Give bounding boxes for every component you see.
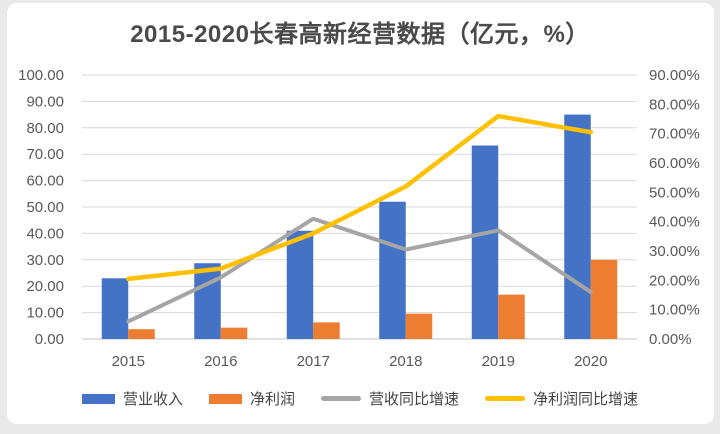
revenue-bar — [379, 201, 406, 339]
x-axis-tick-label: 2017 — [297, 353, 330, 370]
legend-label-revenue-growth: 营收同比增速 — [369, 391, 460, 408]
revenue-bar — [471, 145, 499, 339]
left-axis-tick-label: 100.00 — [18, 67, 64, 84]
left-axis-tick-label: 70.00 — [26, 146, 64, 163]
left-axis-tick-label: 50.00 — [26, 199, 64, 216]
right-axis-tick-label: 20.00% — [649, 272, 700, 289]
left-axis-tick-label: 30.00 — [26, 252, 64, 269]
net-profit-bar — [405, 313, 433, 339]
left-axis-tick-label: 10.00 — [26, 305, 64, 322]
legend-item-revenue-growth: 营收同比增速 — [321, 388, 459, 409]
revenue-growth-line — [126, 216, 593, 324]
x-axis-tick-label: 2018 — [389, 353, 422, 370]
revenue-bar — [564, 114, 591, 339]
legend-label-revenue: 营业收入 — [122, 391, 183, 408]
chart-legend: 营业收入 净利润 营收同比增速 净利润同比增速 — [0, 388, 720, 409]
right-axis-tick-label: 30.00% — [649, 243, 700, 260]
net-profit-bar-swatch-icon — [208, 393, 242, 404]
left-axis-tick-label: 80.00 — [26, 120, 64, 137]
left-axis-tick-label: 60.00 — [26, 173, 64, 190]
net-profit-bar — [220, 327, 248, 339]
revenue-bar-swatch-icon — [81, 393, 115, 404]
left-axis-tick-label: 0.00 — [35, 331, 64, 348]
revenue-growth-line-swatch-icon — [321, 396, 361, 401]
right-axis-tick-label: 50.00% — [649, 184, 700, 201]
right-axis-tick-label: 70.00% — [649, 126, 700, 143]
net-profit-bar — [128, 329, 155, 339]
left-axis-tick-label: 20.00 — [26, 278, 64, 295]
revenue-bar — [194, 263, 221, 339]
net-profit-bar — [313, 322, 340, 339]
right-axis-tick-label: 10.00% — [649, 302, 700, 319]
legend-item-net-profit: 净利润 — [208, 388, 295, 409]
net-profit-bar — [590, 259, 618, 339]
x-axis-tick-label: 2016 — [204, 353, 237, 370]
right-axis-tick-label: 40.00% — [649, 214, 700, 231]
net-profit-growth-line-swatch-icon — [485, 396, 526, 401]
net-profit-bar — [498, 294, 525, 339]
x-axis-tick-label: 2015 — [112, 353, 145, 370]
left-axis-tick-label: 40.00 — [26, 225, 64, 242]
legend-label-net-profit-growth: 净利润同比增速 — [533, 391, 639, 408]
revenue-bar — [101, 278, 129, 339]
left-axis-tick-label: 90.00 — [26, 93, 64, 110]
right-axis-tick-label: 0.00% — [649, 331, 692, 348]
right-axis-tick-label: 60.00% — [649, 155, 700, 172]
net-profit-growth-line — [126, 113, 593, 282]
legend-item-net-profit-growth: 净利润同比增速 — [485, 388, 638, 409]
chart-card — [7, 3, 714, 424]
right-axis-tick-label: 80.00% — [649, 96, 700, 113]
x-axis-tick-label: 2020 — [574, 353, 607, 370]
revenue-bar — [286, 230, 314, 339]
legend-item-revenue: 营业收入 — [81, 388, 183, 409]
right-axis-tick-label: 90.00% — [649, 67, 700, 84]
legend-label-net-profit: 净利润 — [249, 391, 295, 408]
x-axis-tick-label: 2019 — [482, 353, 515, 370]
chart-title: 2015-2020长春高新经营数据（亿元，%） — [130, 21, 590, 48]
